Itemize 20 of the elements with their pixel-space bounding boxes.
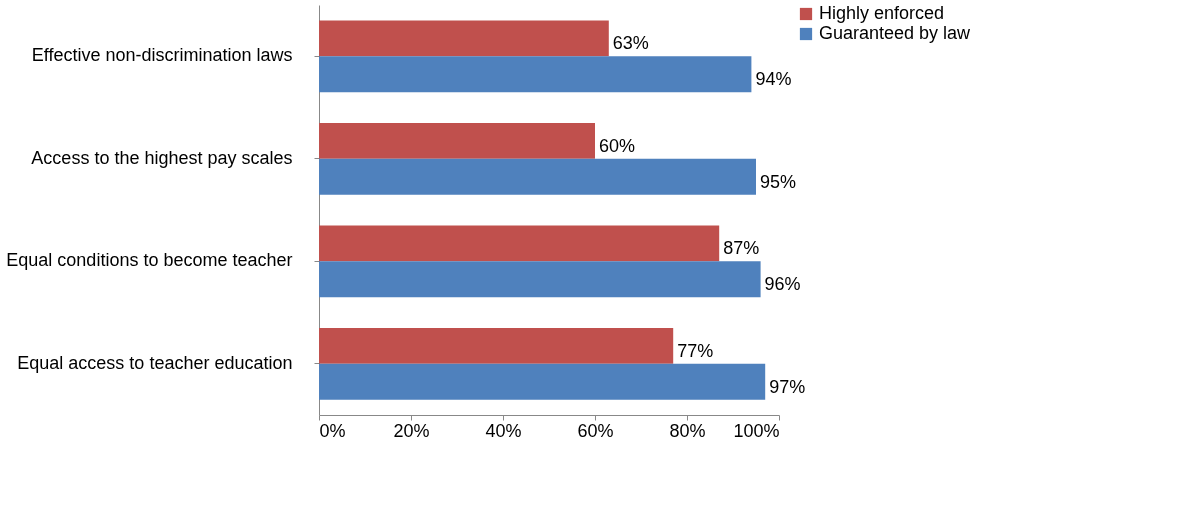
data-label: 94%	[755, 69, 792, 90]
x-tick-label: 60%	[577, 420, 614, 441]
legend-label: Guaranteed by law	[819, 23, 972, 43]
x-tick-label: 20%	[393, 420, 430, 441]
y-tick-label: Equal conditions to become teacher	[6, 250, 293, 271]
x-tick-label: 80%	[669, 420, 706, 441]
data-label: 95%	[760, 171, 797, 192]
data-label: 60%	[599, 135, 636, 156]
y-tick-label: Access to the highest pay scales	[31, 147, 293, 168]
y-tick-label: Equal access to teacher education	[17, 352, 293, 373]
x-tick-label: 40%	[485, 420, 522, 441]
y-tick-label: Effective non-discrimination laws	[31, 45, 293, 66]
data-label: 97%	[769, 376, 806, 397]
data-label: 96%	[764, 274, 801, 295]
x-tick-label: 100%	[733, 420, 780, 441]
data-label: 87%	[723, 238, 760, 259]
data-label: 63%	[612, 33, 649, 54]
data-label: 77%	[677, 340, 714, 361]
legend-label: Highly enforced	[819, 3, 945, 23]
x-tick-label: 0%	[319, 420, 346, 441]
